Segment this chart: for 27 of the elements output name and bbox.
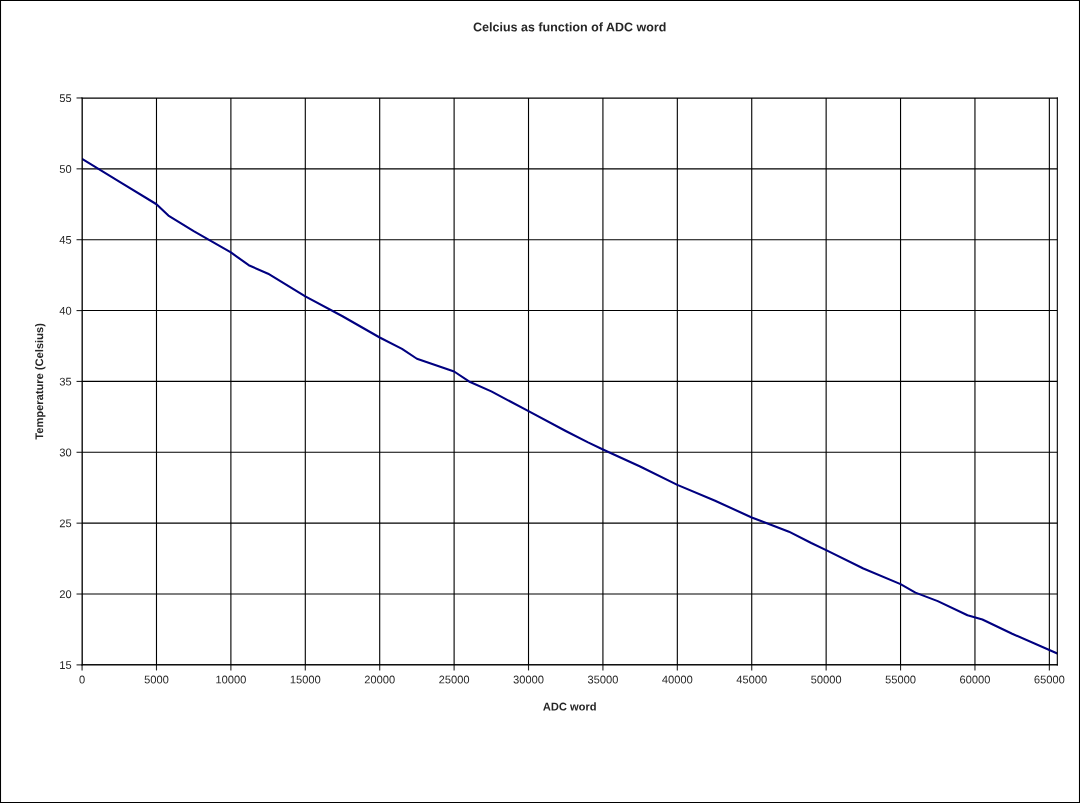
- x-tick-label: 5000: [144, 675, 169, 684]
- y-tick-label: 50: [59, 165, 72, 173]
- x-tick-label: 20000: [364, 675, 395, 684]
- y-tick-label: 30: [59, 448, 72, 457]
- x-tick-label: 30000: [513, 675, 544, 684]
- line-series: [82, 157, 1058, 655]
- x-tick-label: 40000: [662, 675, 693, 684]
- x-tick-label: 15000: [290, 675, 321, 684]
- x-axis-title: ADC word: [543, 702, 596, 711]
- y-tick-label: 15: [60, 661, 72, 670]
- x-tick-label: 65000: [1034, 675, 1065, 684]
- x-tick-label: 45000: [736, 675, 767, 684]
- y-axis-title: Temperature (Celsius): [35, 323, 46, 440]
- chart-title: Celcius as function of ADC word: [473, 22, 666, 32]
- y-tick-label: 40: [59, 306, 72, 315]
- y-tick-label: 20: [59, 590, 72, 599]
- x-tick-label: 60000: [960, 675, 990, 684]
- y-tick-label: 55: [59, 94, 72, 103]
- y-tick-label: 35: [59, 377, 72, 386]
- x-tick-label: 25000: [439, 675, 470, 684]
- x-tick-label: 50000: [811, 675, 842, 684]
- x-tick-label: 0: [79, 675, 85, 684]
- x-tick-label: 10000: [216, 675, 246, 684]
- x-tick-label: 55000: [885, 675, 916, 684]
- y-tick-label: 45: [59, 236, 72, 244]
- x-tick-label: 35000: [587, 675, 618, 684]
- y-tick-label: 25: [59, 519, 72, 528]
